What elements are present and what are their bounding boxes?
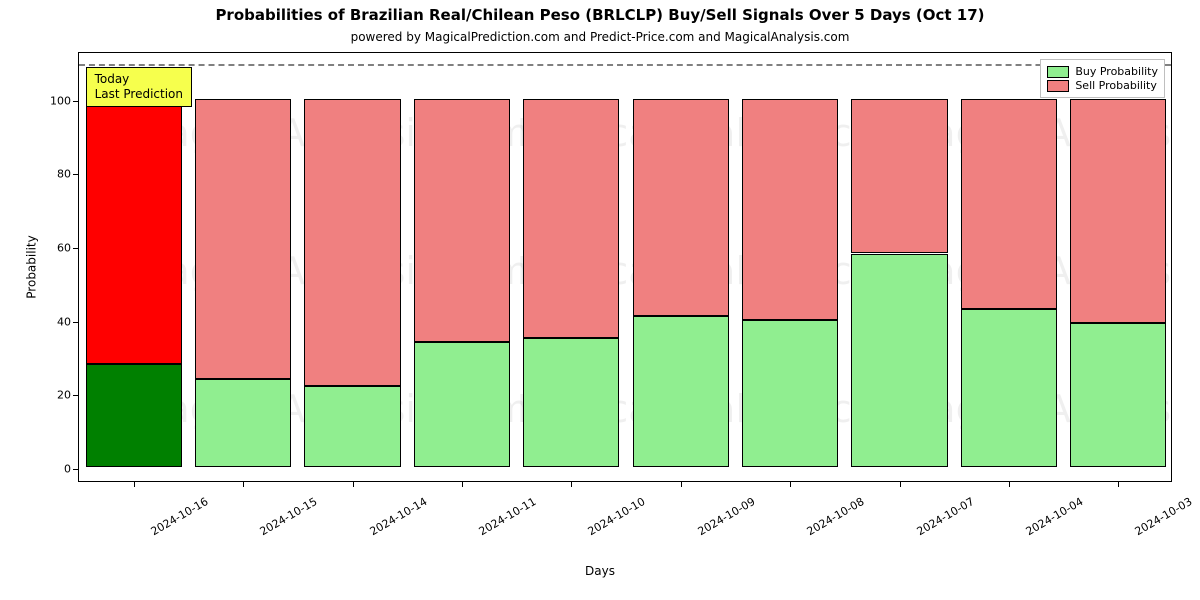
xtick-mark: [571, 481, 572, 487]
reference-line: [79, 64, 1171, 66]
ytick-label: 40: [57, 315, 71, 328]
legend-swatch: [1047, 80, 1069, 92]
buy-bar: [742, 320, 838, 467]
legend-item: Sell Probability: [1047, 79, 1158, 92]
ytick-mark: [73, 395, 79, 396]
xtick-label: 2024-10-07: [914, 495, 976, 538]
sell-bar: [523, 99, 619, 338]
xtick-mark: [353, 481, 354, 487]
xtick-label: 2024-10-03: [1133, 495, 1195, 538]
annotation-line-1: Today: [95, 72, 183, 87]
sell-bar: [961, 99, 1057, 309]
bar-slot: [851, 53, 947, 481]
sell-bar: [633, 99, 729, 316]
legend: Buy ProbabilitySell Probability: [1040, 59, 1165, 98]
chart-subtitle: powered by MagicalPrediction.com and Pre…: [0, 30, 1200, 44]
ytick-mark: [73, 248, 79, 249]
ytick-mark: [73, 174, 79, 175]
legend-label: Sell Probability: [1075, 79, 1157, 92]
bar-slot: [86, 53, 182, 481]
bar-slot: [961, 53, 1057, 481]
xtick-mark: [1118, 481, 1119, 487]
xtick-mark: [681, 481, 682, 487]
ytick-label: 80: [57, 168, 71, 181]
bar-slot: [742, 53, 838, 481]
sell-bar: [1070, 99, 1166, 324]
ytick-label: 100: [50, 94, 71, 107]
annotation-line-2: Last Prediction: [95, 87, 183, 102]
plot-area: MagicalAnalysis.comMagicalAnalysis.comMa…: [78, 52, 1172, 482]
sell-bar: [851, 99, 947, 254]
legend-label: Buy Probability: [1075, 65, 1158, 78]
bar-slot: [523, 53, 619, 481]
buy-bar: [1070, 323, 1166, 467]
buy-bar: [195, 379, 291, 467]
sell-bar: [304, 99, 400, 386]
ytick-mark: [73, 101, 79, 102]
chart-title: Probabilities of Brazilian Real/Chilean …: [0, 6, 1200, 24]
xtick-label: 2024-10-16: [148, 495, 210, 538]
xtick-mark: [134, 481, 135, 487]
xtick-label: 2024-10-09: [695, 495, 757, 538]
legend-swatch: [1047, 66, 1069, 78]
buy-bar: [304, 386, 400, 467]
sell-bar: [742, 99, 838, 320]
bar-slot: [304, 53, 400, 481]
xtick-label: 2024-10-11: [476, 495, 538, 538]
xtick-label: 2024-10-14: [367, 495, 429, 538]
ytick-label: 20: [57, 389, 71, 402]
buy-bar: [523, 338, 619, 467]
xtick-label: 2024-10-08: [805, 495, 867, 538]
legend-item: Buy Probability: [1047, 65, 1158, 78]
xtick-label: 2024-10-10: [586, 495, 648, 538]
bar-slot: [1070, 53, 1166, 481]
bar-slot: [414, 53, 510, 481]
x-axis-label: Days: [0, 564, 1200, 578]
bar-slot: [195, 53, 291, 481]
figure: Probabilities of Brazilian Real/Chilean …: [0, 0, 1200, 600]
buy-bar: [851, 254, 947, 468]
buy-bar: [961, 309, 1057, 467]
xtick-mark: [1009, 481, 1010, 487]
bars-layer: MagicalAnalysis.comMagicalAnalysis.comMa…: [79, 53, 1171, 481]
xtick-mark: [243, 481, 244, 487]
sell-bar: [414, 99, 510, 342]
xtick-label: 2024-10-15: [258, 495, 320, 538]
ytick-label: 0: [64, 463, 71, 476]
buy-bar: [414, 342, 510, 467]
buy-bar: [633, 316, 729, 467]
xtick-mark: [900, 481, 901, 487]
xtick-mark: [462, 481, 463, 487]
ytick-label: 60: [57, 242, 71, 255]
sell-bar: [86, 99, 182, 364]
sell-bar: [195, 99, 291, 379]
ytick-mark: [73, 469, 79, 470]
xtick-label: 2024-10-04: [1023, 495, 1085, 538]
bar-slot: [633, 53, 729, 481]
buy-bar: [86, 364, 182, 467]
ytick-mark: [73, 322, 79, 323]
y-axis-label: Probability: [25, 235, 39, 298]
xtick-mark: [790, 481, 791, 487]
today-annotation: TodayLast Prediction: [86, 67, 192, 107]
